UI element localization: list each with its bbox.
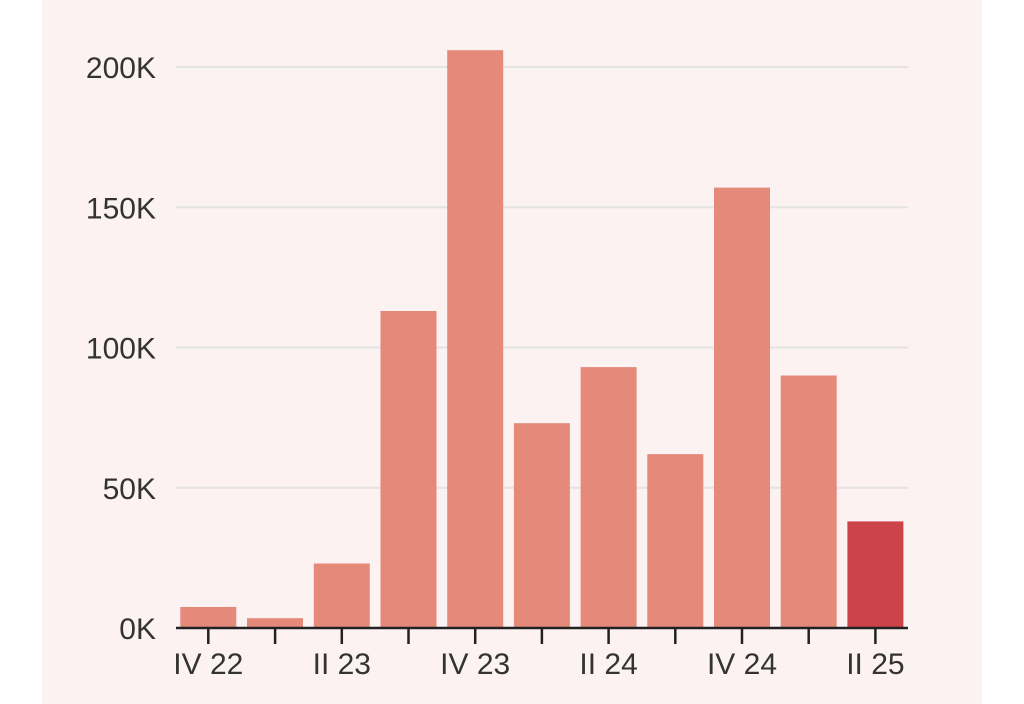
bar-ii-25 bbox=[847, 521, 904, 628]
x-tick-label: II 25 bbox=[846, 648, 904, 681]
y-tick-label: 50K bbox=[103, 473, 156, 506]
x-tick-label: IV 23 bbox=[440, 648, 510, 681]
bar-i-23 bbox=[247, 618, 303, 628]
x-axis bbox=[176, 626, 908, 644]
bars bbox=[180, 50, 904, 628]
bar-iii-24 bbox=[647, 454, 704, 628]
bar-i-25 bbox=[780, 375, 837, 628]
x-axis-labels: IV 22 II 23 IV 23 II 24 IV 24 II 25 bbox=[173, 648, 904, 681]
x-tick-label: II 24 bbox=[579, 648, 637, 681]
bar-i-24 bbox=[513, 423, 570, 628]
y-tick-label: 0K bbox=[119, 613, 156, 646]
bar-iii-23 bbox=[380, 311, 437, 628]
bar-ii-24 bbox=[580, 367, 637, 628]
y-tick-label: 150K bbox=[86, 192, 156, 225]
bar-iv-23 bbox=[447, 50, 504, 628]
y-tick-label: 200K bbox=[86, 52, 156, 85]
x-tick-label: IV 22 bbox=[173, 648, 243, 681]
y-axis-labels: 0K 50K 100K 150K 200K bbox=[86, 52, 156, 646]
x-tick-label: II 23 bbox=[313, 648, 371, 681]
bar-iv-22 bbox=[180, 607, 237, 628]
y-tick-label: 100K bbox=[86, 333, 156, 366]
x-tick-label: IV 24 bbox=[707, 648, 777, 681]
bar-ii-23 bbox=[313, 563, 370, 628]
bar-iv-24 bbox=[714, 187, 770, 628]
